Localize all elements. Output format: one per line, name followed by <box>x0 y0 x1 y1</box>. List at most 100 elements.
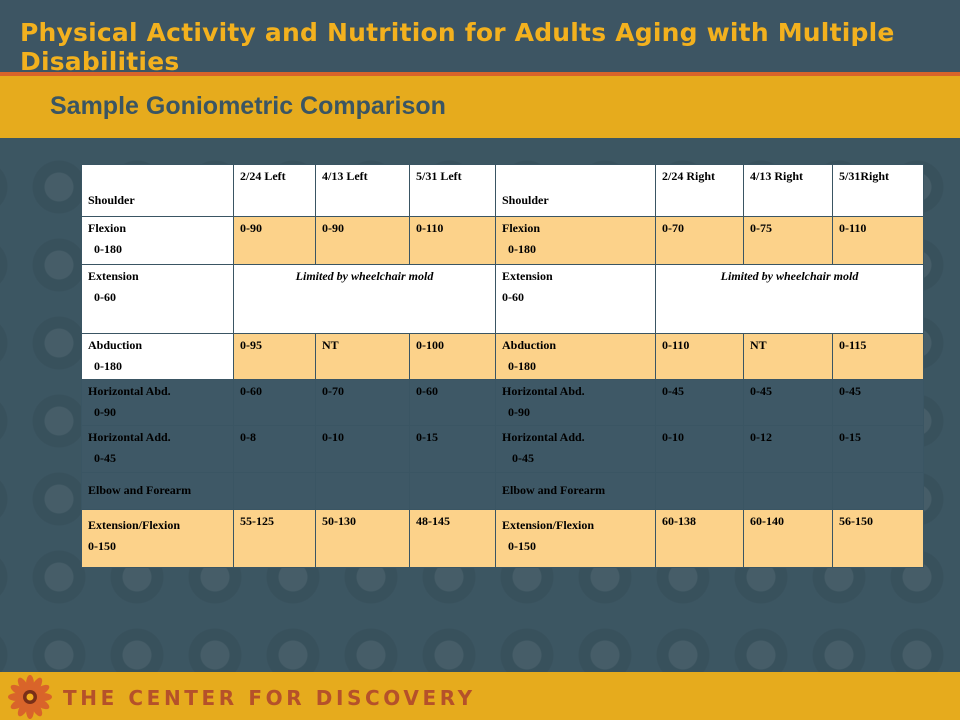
value-cell: 0-12 <box>743 425 833 473</box>
empty-cell <box>655 472 744 510</box>
note-cell: Limited by wheelchair mold <box>233 264 496 334</box>
slide-subtitle: Sample Goniometric Comparison <box>50 92 446 120</box>
row-label-cell: Horizontal Add. 0-45 <box>495 425 656 473</box>
row-label-cell: Abduction 0-180 <box>81 333 234 380</box>
row-range: 0-45 <box>94 451 116 465</box>
right-col-header-2: 4/13 Right <box>743 164 833 217</box>
empty-cell <box>832 472 924 510</box>
row-range: 0-180 <box>508 242 536 256</box>
right-col-header-1: 2/24 Right <box>655 164 744 217</box>
sunflower-logo-icon <box>8 675 52 719</box>
row-label: Flexion <box>88 221 126 235</box>
table-row: Horizontal Abd. 0-90 0-60 0-70 0-60 Hori… <box>81 379 924 426</box>
value-cell: NT <box>315 333 410 380</box>
table-row: Horizontal Add. 0-45 0-8 0-10 0-15 Horiz… <box>81 425 924 473</box>
value-cell: 60-138 <box>655 509 744 568</box>
row-label: Horizontal Abd. <box>88 384 171 398</box>
empty-cell <box>743 472 833 510</box>
row-range: 0-180 <box>94 242 122 256</box>
row-label-cell: Flexion 0-180 <box>495 216 656 265</box>
value-cell: 0-110 <box>832 216 924 265</box>
row-range: 0-180 <box>94 359 122 373</box>
value-cell: 0-110 <box>655 333 744 380</box>
value-cell: 0-90 <box>315 216 410 265</box>
value-cell: 0-110 <box>409 216 496 265</box>
row-label: Extension/Flexion <box>502 518 595 532</box>
value-cell: 55-125 <box>233 509 316 568</box>
slide-title: Physical Activity and Nutrition for Adul… <box>20 18 895 76</box>
value-cell: 0-8 <box>233 425 316 473</box>
row-label: Extension <box>88 269 139 283</box>
table-row: Elbow and Forearm Elbow and Forearm <box>81 472 924 510</box>
row-range: 0-60 <box>94 290 116 304</box>
left-section-header: Shoulder <box>81 164 234 217</box>
row-label-cell: Extension 0-60 <box>81 264 234 334</box>
section-label: Elbow and Forearm <box>495 472 656 510</box>
value-cell: 0-10 <box>655 425 744 473</box>
divider-stripe <box>0 72 960 76</box>
value-cell: 0-60 <box>409 379 496 426</box>
value-cell: 56-150 <box>832 509 924 568</box>
row-label: Flexion <box>502 221 540 235</box>
row-label-cell: Horizontal Abd. 0-90 <box>81 379 234 426</box>
row-range: 0-45 <box>512 451 534 465</box>
left-col-header-1: 2/24 Left <box>233 164 316 217</box>
row-range: 0-180 <box>508 359 536 373</box>
empty-cell <box>315 472 410 510</box>
value-cell: 60-140 <box>743 509 833 568</box>
row-label: Horizontal Add. <box>502 430 585 444</box>
header-row: Shoulder 2/24 Left 4/13 Left 5/31 Left S… <box>81 164 924 217</box>
value-cell: 48-145 <box>409 509 496 568</box>
row-label-cell: Horizontal Abd. 0-90 <box>495 379 656 426</box>
row-range: 0-150 <box>508 539 536 553</box>
value-cell: 0-15 <box>832 425 924 473</box>
table-row: Extension 0-60 Limited by wheelchair mol… <box>81 264 924 334</box>
row-label-cell: Extension 0-60 <box>495 264 656 334</box>
row-range: 0-150 <box>88 539 116 553</box>
right-section-header: Shoulder <box>495 164 656 217</box>
slide-footer: THE CENTER FOR DISCOVERY <box>0 672 960 720</box>
value-cell: 0-95 <box>233 333 316 380</box>
row-label-cell: Extension/Flexion 0-150 <box>495 509 656 568</box>
value-cell: 0-45 <box>655 379 744 426</box>
left-col-header-3: 5/31 Left <box>409 164 496 217</box>
value-cell: 0-60 <box>233 379 316 426</box>
row-label: Abduction <box>502 338 557 352</box>
value-cell: 0-45 <box>832 379 924 426</box>
slide-subheader: Sample Goniometric Comparison <box>0 76 960 138</box>
section-label: Elbow and Forearm <box>81 472 234 510</box>
value-cell: 0-100 <box>409 333 496 380</box>
value-cell: 50-130 <box>315 509 410 568</box>
row-range: 0-90 <box>508 405 530 419</box>
row-label: Extension <box>502 269 553 283</box>
row-label: Horizontal Abd. <box>502 384 585 398</box>
row-range: 0-90 <box>94 405 116 419</box>
row-label: Horizontal Add. <box>88 430 171 444</box>
left-col-header-2: 4/13 Left <box>315 164 410 217</box>
value-cell: 0-45 <box>743 379 833 426</box>
value-cell: 0-15 <box>409 425 496 473</box>
right-col-header-3: 5/31Right <box>832 164 924 217</box>
goniometric-table: Shoulder 2/24 Left 4/13 Left 5/31 Left S… <box>81 164 924 568</box>
table-row: Extension/Flexion 0-150 55-125 50-130 48… <box>81 509 924 568</box>
value-cell: 0-70 <box>315 379 410 426</box>
row-range: 0-60 <box>502 290 524 304</box>
table-row: Flexion 0-180 0-90 0-90 0-110 Flexion 0-… <box>81 216 924 265</box>
slide-header: Physical Activity and Nutrition for Adul… <box>0 0 960 76</box>
row-label: Abduction <box>88 338 143 352</box>
value-cell: 0-90 <box>233 216 316 265</box>
note-cell: Limited by wheelchair mold <box>655 264 924 334</box>
value-cell: 0-115 <box>832 333 924 380</box>
value-cell: 0-10 <box>315 425 410 473</box>
footer-brand: THE CENTER FOR DISCOVERY <box>63 686 476 710</box>
row-label-cell: Extension/Flexion 0-150 <box>81 509 234 568</box>
value-cell: 0-75 <box>743 216 833 265</box>
row-label-cell: Abduction 0-180 <box>495 333 656 380</box>
table-row: Abduction 0-180 0-95 NT 0-100 Abduction … <box>81 333 924 380</box>
row-label: Extension/Flexion <box>88 518 181 532</box>
empty-cell <box>233 472 316 510</box>
empty-cell <box>409 472 496 510</box>
row-label-cell: Horizontal Add. 0-45 <box>81 425 234 473</box>
value-cell: NT <box>743 333 833 380</box>
row-label-cell: Flexion 0-180 <box>81 216 234 265</box>
